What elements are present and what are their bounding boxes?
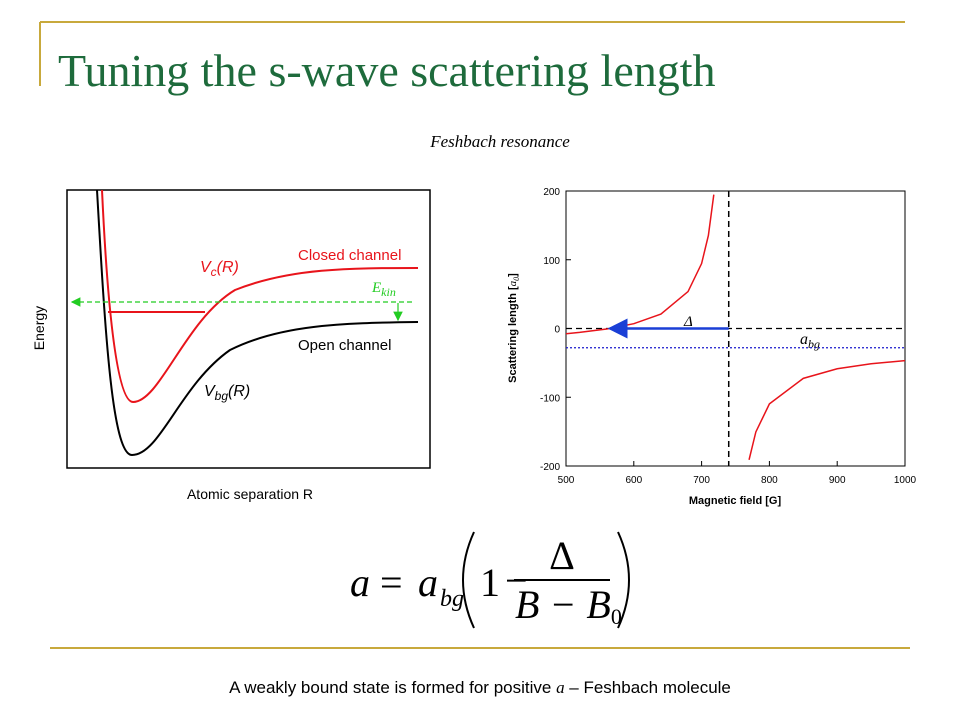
potential-diagram: Energy Atomic separation R Vc(R) Closed … — [31, 189, 431, 502]
formula-eq: = — [380, 560, 403, 605]
x-tick-label: 500 — [558, 475, 575, 486]
ekin-e: E — [371, 280, 381, 296]
ekin-label: Ekin — [371, 280, 396, 299]
diagram-frame — [66, 189, 431, 469]
y-tick-label: 100 — [543, 256, 560, 267]
formula-a: a — [350, 560, 370, 605]
formula-one: 1 — [480, 560, 500, 605]
closed-label-v: V — [200, 259, 212, 276]
open-label-arg: (R) — [228, 383, 250, 400]
formula: a = a bg 1 − Δ B − B0 — [350, 531, 630, 629]
abg-a: a — [800, 331, 808, 348]
delta-label: Δ — [683, 314, 693, 330]
ekin-sub: kin — [381, 285, 396, 299]
formula-num: Δ — [549, 533, 575, 578]
open-label-sub: bg — [215, 389, 229, 403]
x-tick-label: 600 — [625, 475, 642, 486]
x-tick-label: 800 — [761, 475, 778, 486]
open-curve — [96, 189, 419, 457]
y-label-a: a — [507, 280, 519, 286]
y-label-sub: 0 — [512, 277, 521, 281]
y-tick-label: 0 — [554, 325, 560, 336]
closed-curve — [101, 189, 419, 404]
data-line — [566, 194, 905, 460]
plot-area — [566, 191, 905, 466]
x-tick-label: 900 — [829, 475, 846, 486]
formula-den: B − B0 — [515, 582, 622, 629]
y-axis-label: Energy — [31, 306, 47, 350]
open-channel: Open channel — [298, 337, 391, 354]
open-label: Vbg(R) — [204, 383, 250, 403]
x-tick-label: 1000 — [894, 475, 917, 486]
open-label-v: V — [204, 383, 216, 400]
closed-label-sub: c — [211, 265, 217, 279]
slide-title: Tuning the s-wave scattering length — [58, 45, 716, 96]
footer-text-end: – Feshbach molecule — [565, 678, 731, 697]
y-axis-label: Scattering length [a0] — [507, 273, 521, 383]
y-tick-label: 200 — [543, 187, 560, 198]
x-tick-label: 700 — [693, 475, 710, 486]
x-axis-label: Magnetic field [G] — [689, 495, 782, 507]
left-paren — [462, 531, 475, 629]
footer-text: A weakly bound state is formed for posit… — [229, 678, 556, 697]
subtitle: Feshbach resonance — [429, 132, 570, 151]
abg-sub: bg — [808, 337, 820, 351]
closed-label: Vc(R) — [200, 259, 239, 279]
y-label-text: Scattering length [ — [507, 286, 519, 383]
x-axis-label: Atomic separation R — [187, 486, 313, 502]
y-tick-label: -200 — [540, 462, 560, 473]
y-label-end: ] — [507, 273, 519, 277]
closed-channel: Closed channel — [298, 247, 401, 264]
formula-den-sub: 0 — [611, 604, 622, 629]
footer-italic: a — [556, 678, 565, 697]
right-paren — [617, 531, 630, 629]
footer: A weakly bound state is formed for posit… — [229, 678, 731, 697]
formula-abg: a — [418, 560, 438, 605]
closed-label-arg: (R) — [217, 259, 239, 276]
formula-abg-sub: bg — [440, 586, 464, 612]
formula-den-b: B − B — [515, 582, 611, 627]
y-tick-label: -100 — [540, 393, 560, 404]
